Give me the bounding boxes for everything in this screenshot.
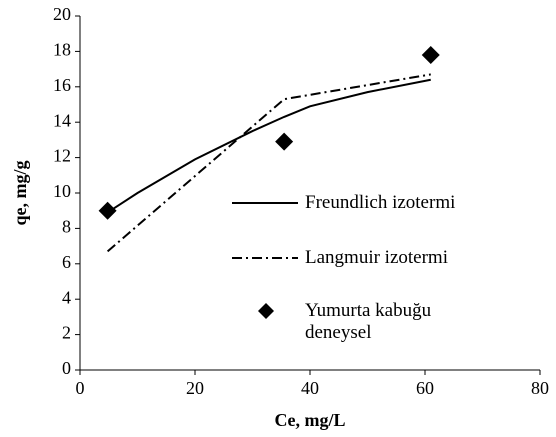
data-point [421,45,440,64]
data-point [98,201,117,220]
x-tick-label: 40 [301,378,319,398]
y-tick-label: 20 [53,4,71,24]
x-tick-label: 0 [76,378,85,398]
series-line [107,78,431,214]
x-tick-label: 60 [416,378,434,398]
y-tick-label: 6 [62,252,71,272]
y-tick-label: 0 [62,358,71,378]
y-tick-label: 12 [53,146,71,166]
x-tick-label: 20 [186,378,204,398]
y-tick-label: 16 [53,75,71,95]
y-tick-label: 8 [62,217,71,237]
legend-label: Yumurta kabuğu deneysel [305,300,432,343]
x-tick-label: 80 [531,378,549,398]
x-axis-label: Ce, mg/L [275,410,346,430]
y-tick-label: 18 [53,40,71,60]
series-line [106,73,431,253]
y-tick-label: 10 [53,181,71,201]
y-tick-label: 2 [62,323,71,343]
legend-label: Langmuir izotermi [305,247,448,268]
y-axis-label: qe, mg/g [10,161,30,226]
data-point [275,132,294,151]
y-tick-label: 14 [53,110,71,130]
legend-swatch [258,303,274,319]
y-tick-label: 4 [62,287,71,307]
legend-label: Freundlich izotermi [305,192,456,213]
